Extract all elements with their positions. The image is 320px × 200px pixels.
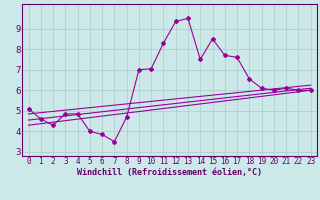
X-axis label: Windchill (Refroidissement éolien,°C): Windchill (Refroidissement éolien,°C) xyxy=(77,168,262,177)
